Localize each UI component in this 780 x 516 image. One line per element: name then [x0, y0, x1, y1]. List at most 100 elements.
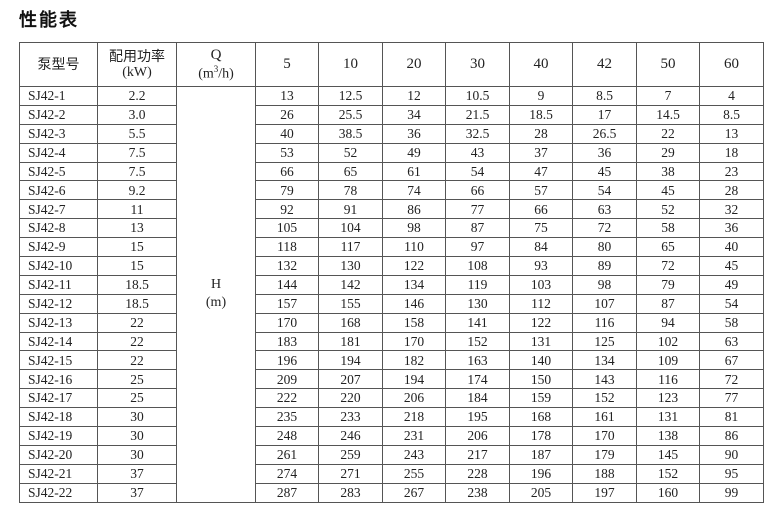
head-value-cell: 52: [318, 142, 383, 163]
head-value-cell: 63: [572, 199, 637, 220]
head-value-cell: 132: [255, 256, 319, 276]
header-power-label: 配用功率: [109, 48, 165, 65]
head-value-cell: 122: [509, 312, 573, 333]
head-value-cell: 141: [445, 312, 510, 333]
head-value-cell: 125: [572, 331, 637, 352]
model-cell: SJ42-21: [19, 463, 98, 484]
head-value-cell: 13: [699, 123, 764, 144]
head-value-cell: 231: [382, 426, 446, 446]
model-cell: SJ42-13: [19, 312, 98, 333]
head-value-cell: 107: [572, 293, 637, 314]
power-cell: 15: [97, 237, 177, 258]
head-value-cell: 23: [699, 161, 764, 182]
power-cell: 5.5: [97, 123, 177, 144]
head-value-cell: 112: [509, 293, 573, 314]
head-value-cell: 188: [572, 463, 637, 484]
head-unit: (m): [205, 295, 227, 311]
head-value-cell: 218: [382, 407, 446, 428]
power-cell: 22: [97, 312, 177, 333]
model-cell: SJ42-12: [19, 293, 98, 314]
head-value-cell: 117: [318, 237, 383, 258]
head-value-cell: 283: [318, 482, 383, 503]
head-value-cell: 47: [509, 161, 573, 182]
model-cell: SJ42-3: [19, 123, 98, 144]
table-row: SJ42-21 37 274 271 255 228 196 188 152 95: [19, 463, 764, 484]
head-value-cell: 178: [509, 426, 573, 446]
head-value-cell: 12: [382, 86, 446, 106]
table-row: SJ42-8 13 105 104 98 87 75 72 58 36: [19, 218, 764, 239]
head-value-cell: 209: [255, 369, 319, 390]
header-power-unit: (kW): [122, 64, 152, 80]
head-value-cell: 206: [382, 388, 446, 409]
head-value-cell: 65: [636, 237, 700, 258]
head-value-cell: 116: [636, 369, 700, 390]
head-value-cell: 67: [699, 350, 764, 371]
head-value-cell: 86: [382, 199, 446, 220]
head-value-cell: 49: [699, 274, 764, 295]
head-value-cell: 26: [255, 104, 319, 125]
head-value-cell: 119: [445, 274, 510, 295]
header-flow-value: 20: [382, 42, 446, 87]
power-cell: 37: [97, 482, 177, 503]
head-value-cell: 90: [699, 444, 764, 465]
head-value-cell: 152: [572, 388, 637, 409]
page-title: 性能表: [19, 10, 79, 31]
head-value-cell: 103: [509, 274, 573, 295]
head-value-cell: 222: [255, 388, 319, 409]
head-value-cell: 168: [509, 407, 573, 428]
power-cell: 30: [97, 426, 177, 446]
model-cell: SJ42-4: [19, 142, 98, 163]
head-value-cell: 86: [699, 426, 764, 446]
power-cell: 25: [97, 388, 177, 409]
head-value-cell: 36: [382, 123, 446, 144]
head-value-cell: 95: [699, 463, 764, 484]
head-value-cell: 174: [445, 369, 510, 390]
head-value-cell: 74: [382, 180, 446, 201]
header-model: 泵型号: [19, 42, 98, 87]
head-value-cell: 130: [445, 293, 510, 314]
head-value-cell: 170: [382, 331, 446, 352]
head-value-cell: 8.5: [572, 86, 637, 106]
model-cell: SJ42-17: [19, 388, 98, 409]
head-value-cell: 144: [255, 274, 319, 295]
head-value-cell: 287: [255, 482, 319, 503]
head-value-cell: 18: [699, 142, 764, 163]
model-cell: SJ42-5: [19, 161, 98, 182]
power-cell: 30: [97, 444, 177, 465]
head-value-cell: 99: [699, 482, 764, 503]
power-cell: 15: [97, 256, 177, 276]
head-value-cell: 40: [699, 237, 764, 258]
head-value-cell: 66: [509, 199, 573, 220]
model-cell: SJ42-1: [19, 86, 98, 106]
head-value-cell: 7: [636, 86, 700, 106]
table-row: SJ42-11 18.5 144 142 134 119 103 98 79 49: [19, 274, 764, 295]
head-label: H: [210, 277, 222, 293]
head-value-cell: 123: [636, 388, 700, 409]
head-value-cell: 102: [636, 331, 700, 352]
head-value-cell: 72: [572, 218, 637, 239]
head-value-cell: 25.5: [318, 104, 383, 125]
head-value-cell: 220: [318, 388, 383, 409]
head-value-cell: 228: [445, 463, 510, 484]
head-value-cell: 181: [318, 331, 383, 352]
head-value-cell: 66: [255, 161, 319, 182]
head-value-cell: 134: [382, 274, 446, 295]
head-value-cell: 72: [699, 369, 764, 390]
head-value-cell: 36: [699, 218, 764, 239]
table-row: SJ42-19 30 248 246 231 206 178 170 138 86: [19, 426, 764, 446]
head-value-cell: 58: [636, 218, 700, 239]
head-value-cell: 217: [445, 444, 510, 465]
table-row: SJ42-17 25 222 220 206 184 159 152 123 77: [19, 388, 764, 409]
head-value-cell: 32.5: [445, 123, 510, 144]
head-value-cell: 63: [699, 331, 764, 352]
head-value-cell: 98: [382, 218, 446, 239]
table-row: SJ42-22 37 287 283 267 238 205 197 160 99: [19, 482, 764, 503]
head-value-cell: 49: [382, 142, 446, 163]
head-value-cell: 22: [636, 123, 700, 144]
head-value-cell: 54: [445, 161, 510, 182]
head-value-cell: 34: [382, 104, 446, 125]
power-cell: 11: [97, 199, 177, 220]
head-value-cell: 87: [636, 293, 700, 314]
header-flow-value: 42: [572, 42, 637, 87]
head-value-cell: 12.5: [318, 86, 383, 106]
